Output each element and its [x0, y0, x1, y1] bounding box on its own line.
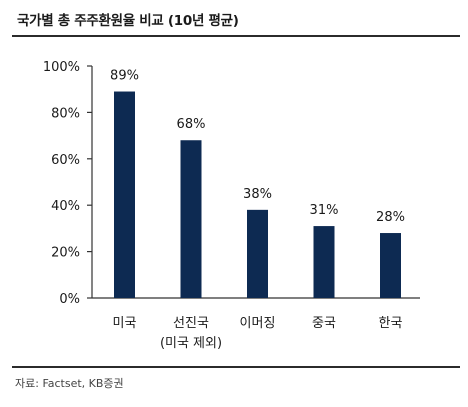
source-note: 자료: Factset, KB증권: [15, 377, 124, 390]
top-rule: [12, 35, 460, 37]
y-tick-label: 20%: [51, 246, 80, 261]
y-tick-label: 40%: [51, 199, 80, 214]
x-category-label: 선진국: [173, 316, 209, 331]
bar-value-label: 89%: [110, 69, 139, 84]
chart-title: 국가별 총 주주환원율 비교 (10년 평균): [17, 13, 239, 29]
x-axis-labels: 미국 선진국 (미국 제외) 이머징 중국 한국: [113, 316, 403, 351]
y-axis-ticks: 0% 20% 40% 60% 80% 100%: [43, 60, 92, 307]
x-category-sublabel: (미국 제외): [160, 336, 222, 351]
bottom-rule: [12, 366, 460, 368]
bar-5: [380, 233, 401, 298]
x-category-label: 미국: [113, 316, 137, 331]
bar-4: [313, 226, 335, 298]
y-tick-label: 0%: [59, 292, 80, 307]
x-category-label: 중국: [312, 316, 336, 331]
x-category-label: 한국: [379, 316, 403, 331]
bar-2: [180, 140, 202, 298]
bar-1: [114, 91, 135, 299]
bar-value-label: 38%: [243, 187, 272, 202]
bar-chart: 0% 20% 40% 60% 80% 100% 89% 68% 38% 31% 28% 미국 선진국…: [43, 60, 420, 351]
bar-series: 89% 68% 38% 31% 28%: [110, 69, 405, 299]
bar-value-label: 68%: [177, 117, 206, 132]
y-tick-label: 80%: [51, 106, 80, 121]
y-tick-label: 60%: [51, 153, 80, 168]
x-category-label: 이머징: [240, 316, 276, 331]
bar-3: [247, 209, 268, 298]
bar-value-label: 28%: [376, 210, 405, 225]
bar-value-label: 31%: [310, 203, 339, 218]
y-tick-label: 100%: [43, 60, 80, 75]
